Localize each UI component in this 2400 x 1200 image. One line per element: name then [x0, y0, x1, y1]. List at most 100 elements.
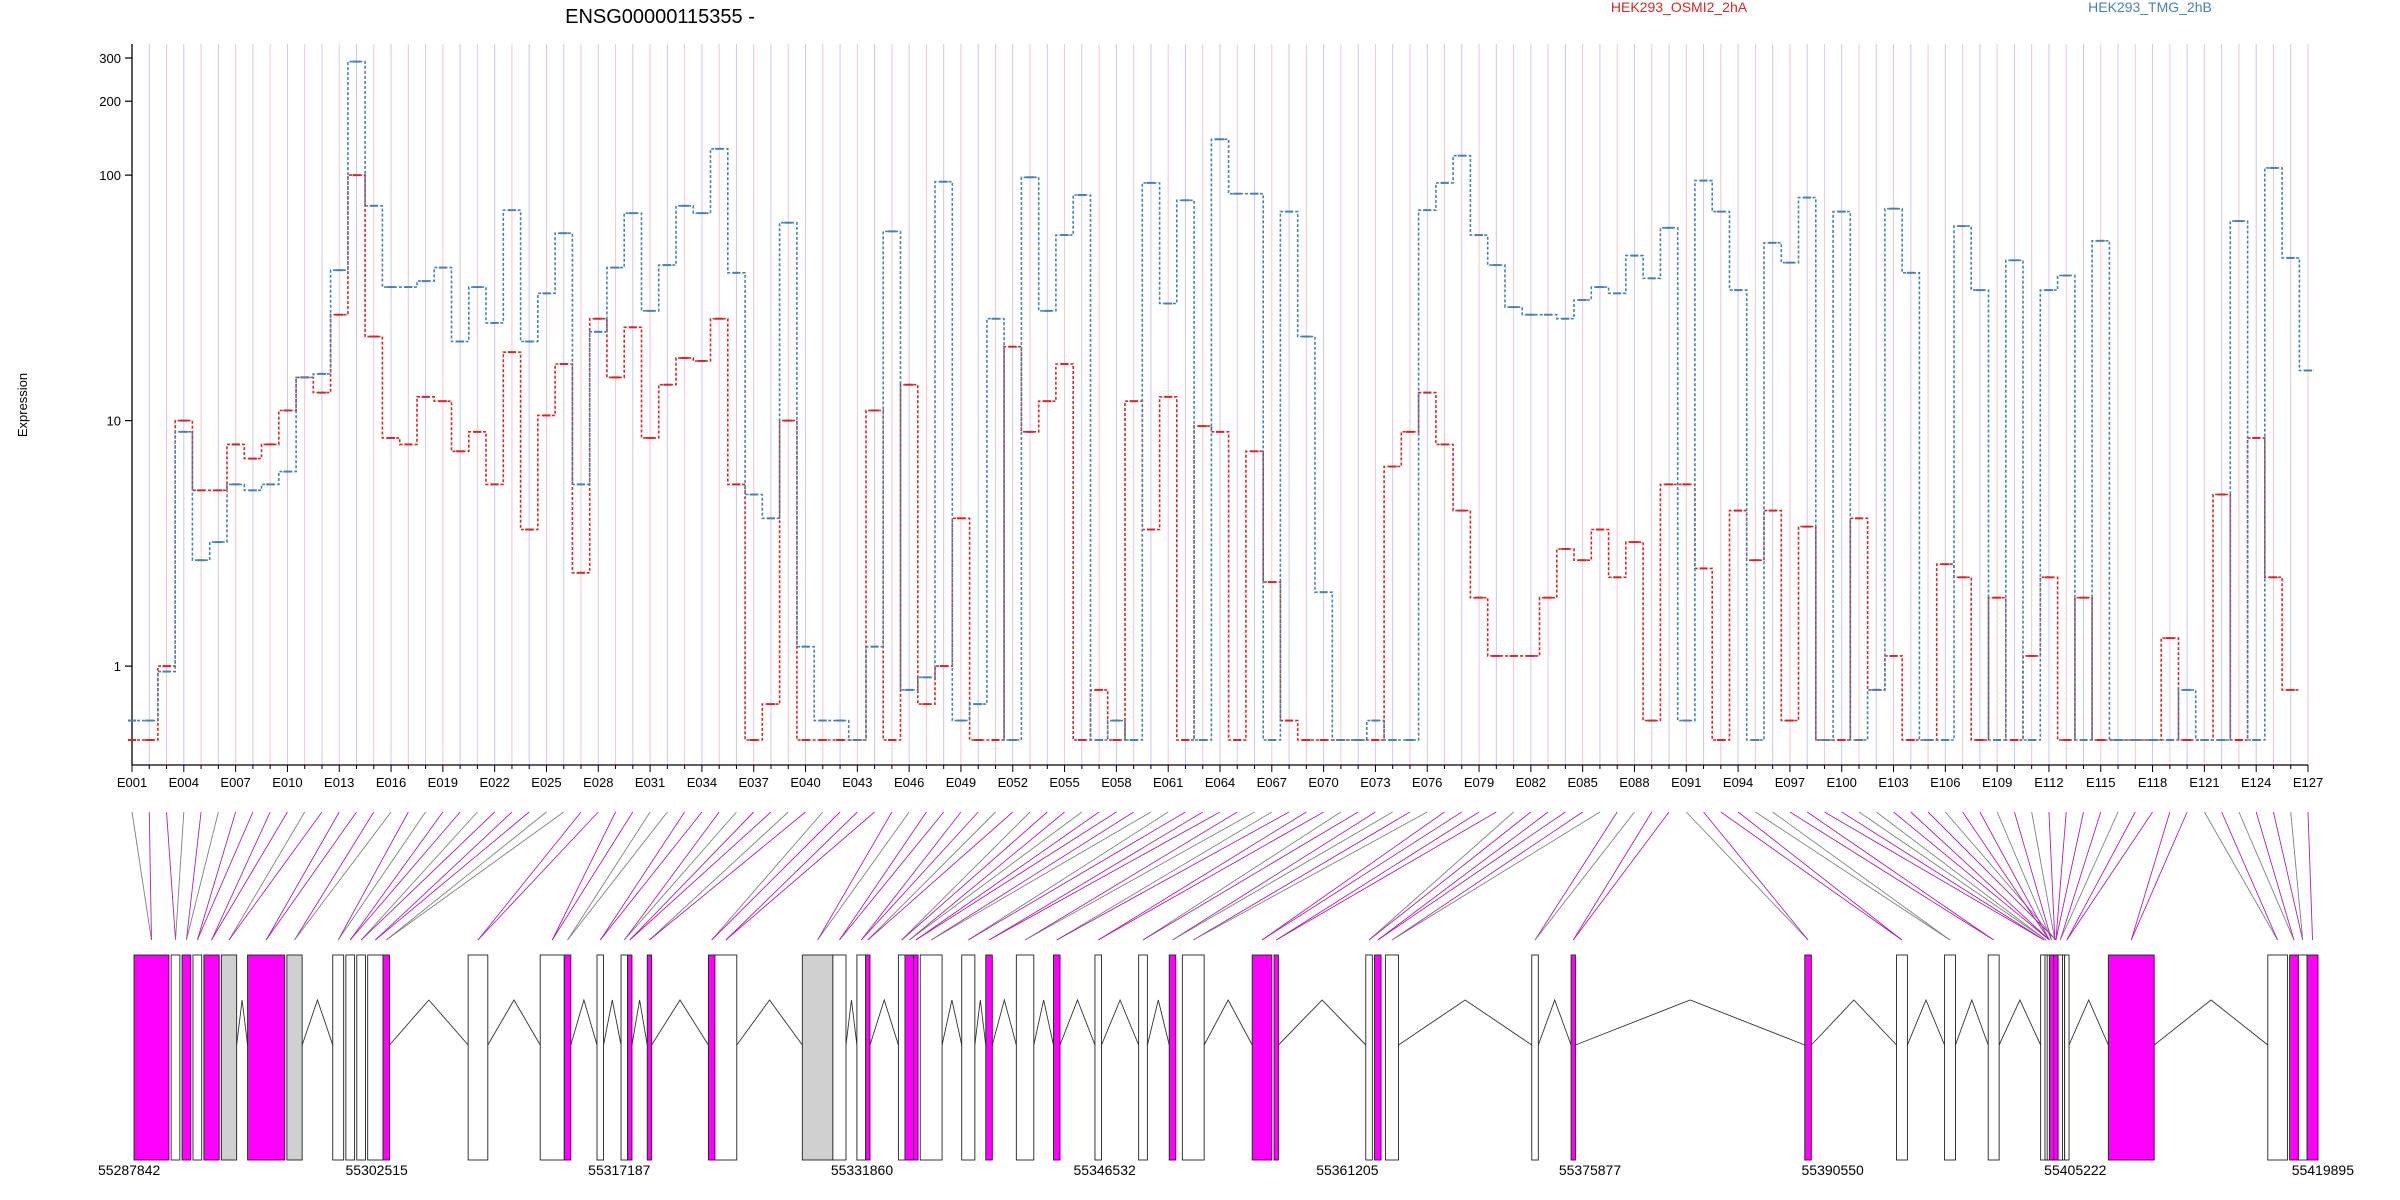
exon-connector	[711, 811, 841, 941]
x-tick-label: E037	[739, 775, 769, 790]
x-tick-label: E061	[1153, 775, 1183, 790]
genomic-coordinate-label: 55361205	[1316, 1162, 1379, 1178]
exon-connector	[2307, 811, 2313, 941]
x-tick-label: E091	[1671, 775, 1701, 790]
intron-line	[389, 999, 469, 1046]
exon-box	[2306, 954, 2319, 1161]
exon-box	[181, 954, 192, 1161]
exon-connector	[1056, 811, 1273, 941]
intron-line	[603, 999, 622, 1046]
exon-connector	[1685, 811, 1809, 941]
exon-connector	[1261, 811, 1463, 941]
x-tick-label: E025	[531, 775, 561, 790]
exon-connector	[567, 811, 651, 941]
intron-line	[2068, 998, 2109, 1046]
exon-box	[133, 954, 170, 1161]
exon-connector	[1391, 811, 1601, 941]
x-tick-label: E052	[998, 775, 1028, 790]
exon-box	[1987, 954, 2000, 1161]
exon-box	[1570, 954, 1576, 1161]
exon-connector	[2059, 811, 2119, 941]
exon-gridlines	[131, 44, 2309, 765]
exon-box	[563, 954, 572, 1161]
exon-connector	[2130, 811, 2188, 941]
exon-box	[2297, 954, 2308, 1161]
exon-connector	[817, 811, 893, 941]
x-tick-label: E073	[1360, 775, 1390, 790]
exon-box	[1094, 954, 1102, 1161]
exon-connector	[1875, 811, 2047, 941]
exon-connector	[623, 811, 737, 941]
exon-connector	[1098, 811, 1307, 941]
exon-connector	[175, 811, 185, 941]
intron-line	[1101, 998, 1140, 1046]
exon-connector	[1703, 811, 1809, 941]
exon-connector	[860, 811, 979, 941]
exon-box	[707, 954, 716, 1161]
exon-connector	[1024, 811, 1255, 941]
exon-box	[170, 954, 181, 1161]
exon-connector	[196, 811, 254, 941]
exon-box	[865, 954, 871, 1161]
exon-connector	[1996, 811, 2052, 941]
exon-connector	[1193, 811, 1428, 941]
intron-line	[570, 998, 598, 1046]
x-tick-label: E118	[2138, 775, 2167, 790]
exon-connector	[711, 811, 824, 941]
exon-connector	[860, 811, 962, 941]
exon-connector	[2059, 811, 2102, 941]
intron-line	[1906, 998, 1945, 1046]
x-tick-label: E103	[1878, 775, 1908, 790]
x-tick-label: E070	[1308, 775, 1338, 790]
intron-line	[736, 999, 803, 1046]
exon-box	[1181, 954, 1205, 1161]
x-tick-label: E028	[583, 775, 613, 790]
exon-connector	[1391, 811, 1583, 941]
exon-box	[1896, 954, 1908, 1161]
exon-connector	[148, 811, 152, 941]
exon-connector	[477, 811, 599, 941]
exon-box	[961, 954, 976, 1161]
x-tick-label: E031	[635, 775, 665, 790]
intron-line	[1998, 998, 2042, 1046]
exon-box	[220, 954, 238, 1161]
x-tick-label: E034	[687, 775, 717, 790]
exon-connector	[185, 811, 219, 941]
gene-model	[133, 954, 2319, 1161]
y-tick-label: 10	[107, 414, 121, 429]
y-axis-label: Expression	[15, 373, 30, 437]
x-tick-label: E106	[1930, 775, 1960, 790]
exon-box	[345, 954, 356, 1161]
exon-connector	[2031, 811, 2056, 941]
exon-connector	[196, 811, 237, 941]
exon-connector	[360, 811, 478, 941]
x-tick-label: E019	[428, 775, 458, 790]
exon-connector	[349, 811, 444, 941]
x-tick-label: E046	[894, 775, 924, 790]
exon-connector	[817, 811, 910, 941]
exon-connector	[1024, 811, 1238, 941]
x-tick-label: E022	[479, 775, 509, 790]
exon-connector	[988, 811, 1203, 941]
exon-connector	[2055, 811, 2067, 941]
exon-box	[985, 954, 993, 1161]
x-tick-label: E064	[1205, 775, 1235, 790]
exon-connector	[1368, 811, 1514, 941]
exon-box	[856, 954, 867, 1161]
exon-connector	[551, 811, 634, 941]
exon-box	[1531, 954, 1539, 1161]
exon-connector	[551, 811, 616, 941]
intron-line	[1278, 999, 1367, 1046]
intron-line	[487, 999, 541, 1046]
exon-connector	[360, 811, 495, 941]
exon-box	[904, 954, 915, 1161]
exon-connector	[375, 811, 513, 941]
exon-box	[1251, 954, 1273, 1161]
x-tick-label: E097	[1775, 775, 1805, 790]
exon-connector	[2255, 811, 2295, 941]
exon-connector	[901, 811, 1048, 941]
exon-connector	[1261, 811, 1445, 941]
x-tick-label: E127	[2293, 775, 2323, 790]
legend-entry-osmi2: HEK293_OSMI2_2hA	[1611, 0, 1748, 15]
exon-connector	[1142, 811, 1359, 941]
